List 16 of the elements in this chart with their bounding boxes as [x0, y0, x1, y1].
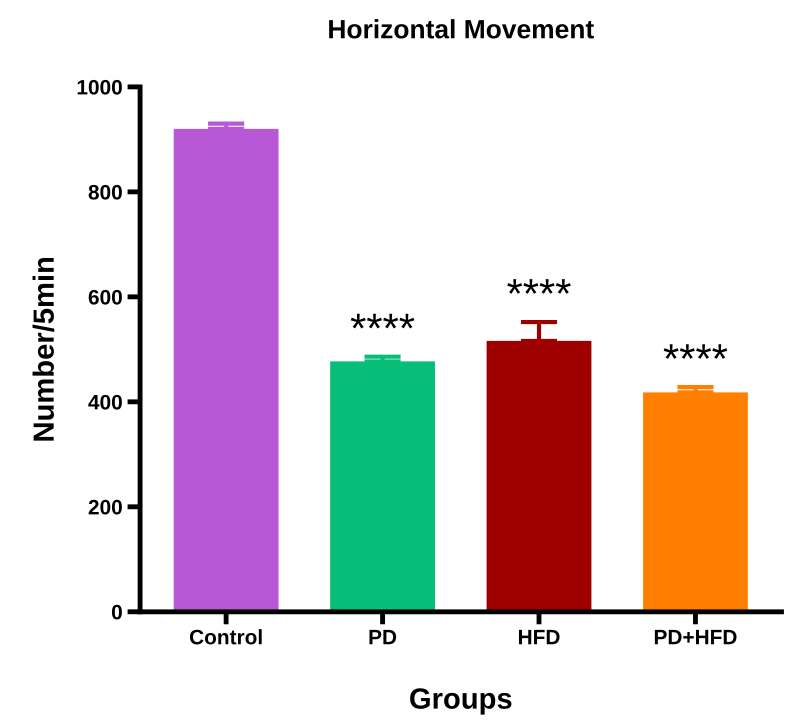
y-tick-label: 600 — [88, 290, 122, 305]
y-tick-label: 800 — [88, 184, 122, 200]
y-tick-label: 1000 — [78, 80, 122, 95]
x-axis-title: Groups — [410, 688, 512, 715]
annotation: **** — [664, 344, 728, 359]
x-tick-label: PD+HFD — [654, 630, 737, 644]
y-axis-title: Number/5min — [32, 258, 54, 441]
y-tick-label: 400 — [88, 394, 122, 410]
annotation: **** — [350, 314, 414, 328]
annotation: **** — [507, 279, 571, 294]
y-tick-label: 0 — [112, 604, 122, 620]
x-tick-label: HFD — [518, 630, 560, 644]
chart-title: Horizontal Movement — [329, 19, 594, 39]
x-tick-label: Control — [190, 629, 262, 644]
y-tick-label: 200 — [88, 500, 122, 515]
x-tick-label: PD — [369, 630, 396, 644]
